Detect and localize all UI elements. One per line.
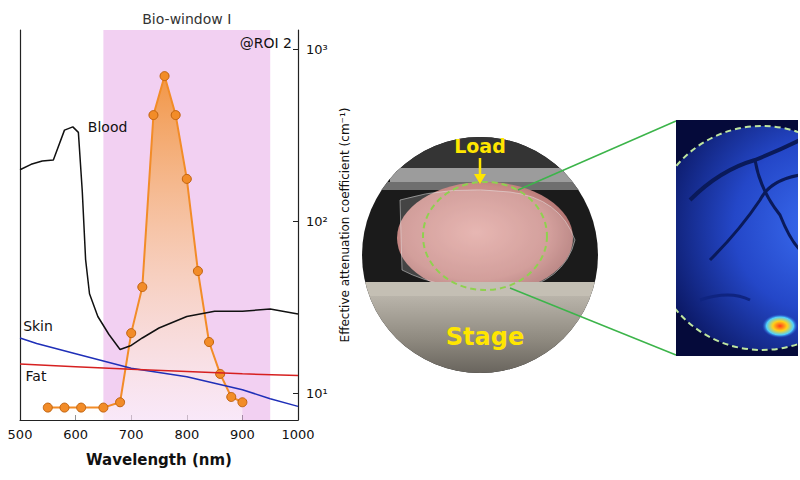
svg-text:600: 600	[63, 427, 88, 442]
svg-text:900: 900	[230, 427, 255, 442]
svg-text:Load: Load	[454, 135, 506, 157]
svg-text:Effective attenuation coeffici: Effective attenuation coefficient (cm⁻¹)	[338, 108, 352, 343]
svg-text:800: 800	[174, 427, 199, 442]
svg-text:Stage: Stage	[446, 323, 524, 351]
svg-text:700: 700	[119, 427, 144, 442]
svg-text:Blood: Blood	[88, 119, 128, 135]
svg-text:10³: 10³	[306, 42, 328, 57]
svg-text:Skin: Skin	[23, 318, 53, 334]
svg-text:10²: 10²	[306, 214, 328, 229]
svg-text:Fat: Fat	[26, 368, 47, 384]
svg-text:Wavelength (nm): Wavelength (nm)	[86, 451, 232, 469]
svg-text:10¹: 10¹	[306, 386, 328, 401]
svg-text:500: 500	[8, 427, 33, 442]
svg-text:Bio-window I: Bio-window I	[142, 11, 231, 27]
svg-text:@ROI 2: @ROI 2	[240, 35, 292, 51]
svg-text:1000: 1000	[281, 427, 314, 442]
